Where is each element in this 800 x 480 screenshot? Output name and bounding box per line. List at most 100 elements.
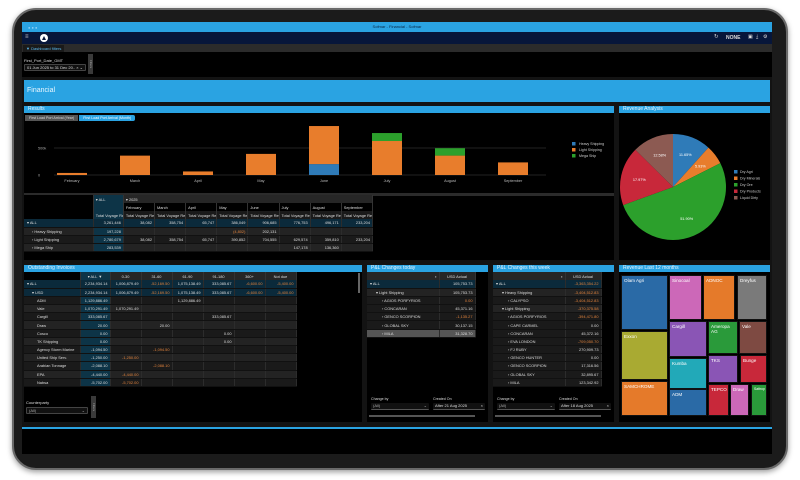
pnl-row[interactable]: › GENCO SCORPION -1,135.27	[367, 312, 476, 322]
row-label[interactable]: ▾ Heavy Shipping	[493, 288, 566, 297]
invoice-row[interactable]: Draw 20.00 20.00	[24, 320, 297, 330]
row-label[interactable]: ▾ ALL	[24, 219, 94, 228]
expand-icon[interactable]: ▾	[370, 281, 372, 287]
expand-icon[interactable]: ▾	[27, 281, 29, 287]
pnl-row[interactable]: › EVA LONDON -709,050.70	[493, 337, 602, 347]
expand-icon[interactable]: ▾	[32, 289, 34, 295]
mode-button[interactable]: NONE	[726, 35, 741, 41]
close-icon[interactable]: ×	[480, 403, 483, 408]
row-label[interactable]: › CALYPSO	[493, 296, 566, 306]
pnl-row[interactable]: › GLOBAL SKY 30,137.15	[367, 320, 476, 330]
row-label[interactable]: ADM	[24, 296, 81, 306]
treemap-tile[interactable]: SAMCHROME	[621, 381, 668, 416]
pivot-month-header[interactable]: September	[341, 203, 374, 211]
row-label[interactable]: › MILA	[367, 329, 440, 338]
pnl-row[interactable]: › GLOBAL SKY 32,895.67	[493, 370, 602, 379]
invoice-row[interactable]: Nabsa -5,702.00 -5,702.00	[24, 378, 297, 387]
row-label[interactable]: United Ship Serv.	[24, 353, 81, 363]
settings-icon[interactable]: ⚙	[763, 34, 768, 40]
invoice-row[interactable]: United Ship Serv. -1,250.00 -1,250.00	[24, 353, 297, 363]
filters-collapse-handle[interactable]: Filters	[88, 54, 93, 74]
pivot-month-header[interactable]: July	[279, 203, 311, 211]
row-label[interactable]: › EVA LONDON	[493, 337, 566, 347]
treemap-tile[interactable]: TKS	[708, 355, 738, 383]
pnl-row[interactable]: › GENCO HUNTER 0.00	[493, 353, 602, 363]
created-on-dropdown[interactable]: After 18 Aug 2025 ×	[559, 403, 611, 410]
row-label[interactable]: Agency Storm Marine	[24, 345, 81, 355]
pnl-row[interactable]: › CONCARAN 45,372.16	[493, 329, 602, 338]
row-label[interactable]: Draw	[24, 320, 81, 330]
row-label[interactable]: ▾ ALL	[493, 280, 566, 289]
column-header-91-180[interactable]: 91-180	[203, 272, 235, 280]
invoice-row[interactable]: Agency Storm Marine -1,094.50 -1,094.50	[24, 345, 297, 355]
refresh-icon[interactable]: ↻	[714, 34, 719, 40]
row-label[interactable]: EPA	[24, 370, 81, 379]
row-label[interactable]: › FJ RUBY	[493, 345, 566, 355]
row-label[interactable]: Vale	[24, 304, 81, 314]
invoice-row[interactable]: TK Shipping 0.00 0.00	[24, 337, 297, 347]
save-icon[interactable]: ▣	[748, 34, 753, 40]
download-icon[interactable]: ⤓	[756, 34, 759, 40]
pnl-row[interactable]: ▾ Heavy Shipping -3,404,512.83	[493, 288, 602, 297]
row-label[interactable]: Arabian Tonnage	[24, 361, 81, 371]
column-header-usd-actual[interactable]: USD Actual	[565, 272, 602, 280]
counterparty-dropdown[interactable]: (All) ⌄	[26, 407, 88, 414]
row-label[interactable]: ▾ ALL	[24, 280, 81, 289]
invoice-row[interactable]: ▾ ALL 2,234,934.14 1,006,879.49 -52,169.50 1…	[24, 280, 297, 289]
pnl-row[interactable]: ▾ ALL -3,363,354.22	[493, 280, 602, 289]
treemap-tile[interactable]: ADNOC	[703, 275, 735, 320]
tab-dashboard-filters[interactable]: ▼ Dashboard filters	[23, 45, 65, 52]
pnl-row[interactable]: › CALYPSO -3,404,512.83	[493, 296, 602, 306]
treemap-tile[interactable]: Dreyfus	[737, 275, 767, 320]
treemap-tile[interactable]: Cargill	[669, 321, 707, 357]
column-header-all[interactable]: ▾ ALL ▼	[80, 272, 111, 280]
expand-icon[interactable]: ▾	[376, 289, 378, 295]
change-by-dropdown[interactable]: (All) ⌄	[371, 403, 429, 410]
treemap-tile[interactable]: Exxon	[621, 331, 668, 380]
row-label[interactable]: ▾ Light Shipping	[493, 304, 566, 314]
scrollbar[interactable]	[358, 273, 360, 293]
filter-icon[interactable]: ▪	[435, 273, 437, 279]
scrollbar[interactable]	[495, 415, 601, 417]
expand-icon[interactable]: ▾	[27, 220, 29, 226]
invoice-row[interactable]: ▾ USD 2,234,934.14 1,006,879.49 -52,169.50 1…	[24, 288, 297, 297]
pivot-row[interactable]: › Light Shipping 2,780,679 38,082 358,754 65…	[24, 235, 374, 245]
pivot-row[interactable]: › Heavy Shipping 197,228 (4,802) 202,131	[24, 227, 374, 236]
menu-icon[interactable]: ≡	[25, 34, 29, 40]
expand-icon[interactable]: ▾	[496, 281, 498, 287]
treemap-tile[interactable]: Kumba	[669, 358, 707, 389]
row-label[interactable]: › Heavy Shipping	[24, 227, 94, 236]
pnl-row[interactable]: › CONCARAN 45,371.16	[367, 304, 476, 314]
row-label[interactable]: › Light Shipping	[24, 235, 94, 245]
expand-icon[interactable]: ▾	[502, 306, 504, 312]
row-label[interactable]: Nabsa	[24, 378, 81, 387]
filter-icon[interactable]: ▪	[561, 273, 563, 279]
pnl-row[interactable]: › AGIOS PORFYRIOS 0.00	[367, 296, 476, 306]
row-label[interactable]: › Mega Ship	[24, 243, 94, 253]
pnl-row[interactable]: › FJ RUBY 270,909.73	[493, 345, 602, 355]
pnl-row[interactable]: › CAPE CARMEL 0.00	[493, 320, 602, 330]
pnl-row[interactable]: › AGIOS PORFYRIOS -394,471.80	[493, 312, 602, 322]
row-label[interactable]: TK Shipping	[24, 337, 81, 347]
row-label[interactable]: › CONCARAN	[493, 329, 566, 338]
close-icon[interactable]: ×	[606, 403, 609, 408]
treemap-tile[interactable]: Olam Agri	[621, 275, 668, 330]
pnl-row[interactable]: ▾ ALL 105,753.73	[367, 280, 476, 289]
pivot-month-header[interactable]: April	[185, 203, 218, 211]
row-label[interactable]: › AGIOS PORFYRIOS	[493, 312, 566, 322]
row-label[interactable]: ▾ ALL	[367, 280, 440, 289]
expand-icon[interactable]: ▾	[502, 289, 504, 295]
treemap-tile[interactable]: ADM	[669, 389, 707, 416]
treemap-tile[interactable]: Draw	[730, 384, 749, 416]
pnl-row[interactable]: ▾ Light Shipping 105,753.73	[367, 288, 476, 297]
row-label[interactable]: › GENCO SCORPION	[367, 312, 440, 322]
row-label[interactable]: ▾ Light Shipping	[367, 288, 440, 297]
column-header-0-30[interactable]: 0-30	[110, 272, 142, 280]
row-label[interactable]: › CAPE CARMEL	[493, 320, 566, 330]
invoice-row[interactable]: Arabian Tonnage -2,088.10 -2,088.10	[24, 361, 297, 371]
pivot-month-header[interactable]: August	[310, 203, 342, 211]
column-header-usd-actual[interactable]: USD Actual	[439, 272, 476, 280]
pnl-row[interactable]: › MILA 123,342.92	[493, 378, 602, 387]
row-label[interactable]: › GLOBAL SKY	[367, 320, 440, 330]
filter-icon[interactable]: ▼	[98, 273, 103, 279]
